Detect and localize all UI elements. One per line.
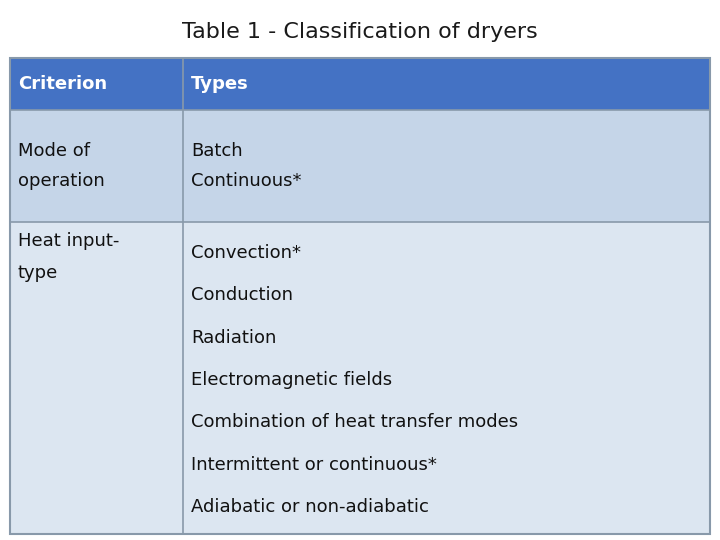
Text: Criterion: Criterion bbox=[18, 75, 107, 93]
Text: Conduction: Conduction bbox=[191, 286, 293, 305]
Text: Radiation: Radiation bbox=[191, 329, 276, 347]
Text: Electromagnetic fields: Electromagnetic fields bbox=[191, 371, 392, 389]
Bar bbox=[10, 222, 710, 534]
Bar bbox=[10, 58, 710, 534]
Text: Mode of
operation: Mode of operation bbox=[18, 143, 104, 190]
Text: Types: Types bbox=[191, 75, 248, 93]
Text: Combination of heat transfer modes: Combination of heat transfer modes bbox=[191, 413, 518, 431]
Text: Adiabatic or non-adiabatic: Adiabatic or non-adiabatic bbox=[191, 498, 429, 516]
Bar bbox=[10, 110, 710, 222]
Text: Heat input-
type: Heat input- type bbox=[18, 232, 120, 282]
Text: Convection*: Convection* bbox=[191, 244, 301, 262]
Text: Batch
Continuous*: Batch Continuous* bbox=[191, 143, 302, 190]
Bar bbox=[10, 58, 710, 110]
Text: Table 1 - Classification of dryers: Table 1 - Classification of dryers bbox=[182, 22, 538, 42]
Text: Intermittent or continuous*: Intermittent or continuous* bbox=[191, 456, 437, 474]
